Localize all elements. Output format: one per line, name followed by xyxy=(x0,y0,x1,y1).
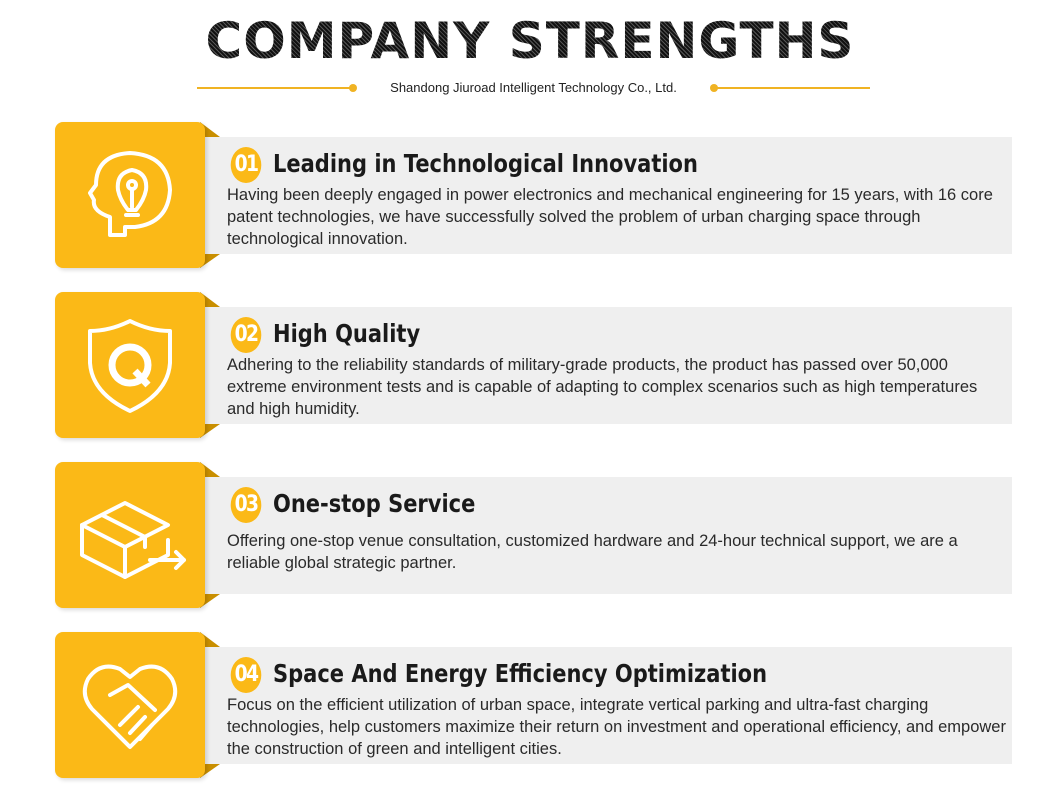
card-panel xyxy=(205,647,1012,764)
company-name: Shandong Jiuroad Intelligent Technology … xyxy=(390,80,677,95)
item-number: 02 xyxy=(230,317,262,353)
item-heading: Space And Energy Efficiency Optimization xyxy=(273,659,768,688)
strength-card: 03 One-stop Service Offering one-stop ve… xyxy=(55,462,1012,608)
card-panel xyxy=(205,137,1012,254)
item-description: Adhering to the reliability standards of… xyxy=(227,356,978,418)
item-description: Focus on the efficient utilization of ur… xyxy=(227,696,1006,758)
item-heading: Leading in Technological Innovation xyxy=(273,149,698,178)
card-panel xyxy=(205,307,1012,424)
fold-shadow xyxy=(200,632,220,647)
fold-shadow xyxy=(200,764,220,778)
card-panel xyxy=(205,477,1012,594)
item-number: 01 xyxy=(230,147,262,183)
divider-dot xyxy=(710,84,718,92)
head-lightbulb-icon xyxy=(55,122,205,268)
strength-card: 04 Space And Energy Efficiency Optimizat… xyxy=(55,632,1012,778)
fold-shadow xyxy=(200,462,220,477)
item-heading: High Quality xyxy=(273,319,421,348)
quality-shield-icon xyxy=(55,292,205,438)
item-heading: One-stop Service xyxy=(273,489,476,518)
item-number: 03 xyxy=(230,487,262,523)
strength-card: 01 Leading in Technological Innovation H… xyxy=(55,122,1012,268)
item-number: 04 xyxy=(230,657,262,693)
item-description: Having been deeply engaged in power elec… xyxy=(227,186,993,248)
item-description: Offering one-stop venue consultation, cu… xyxy=(227,532,958,572)
fold-shadow xyxy=(200,594,220,608)
divider-dot xyxy=(349,84,357,92)
heart-handshake-icon xyxy=(55,632,205,778)
subtitle-row: Shandong Jiuroad Intelligent Technology … xyxy=(197,80,870,96)
divider xyxy=(197,87,352,89)
page-title: COMPANY STRENGTHS xyxy=(0,12,1060,70)
strength-card: 02 High Quality Adhering to the reliabil… xyxy=(55,292,1012,438)
fold-shadow xyxy=(200,254,220,268)
box-delivery-icon xyxy=(55,462,205,608)
fold-shadow xyxy=(200,292,220,307)
fold-shadow xyxy=(200,122,220,137)
fold-shadow xyxy=(200,424,220,438)
divider xyxy=(715,87,870,89)
